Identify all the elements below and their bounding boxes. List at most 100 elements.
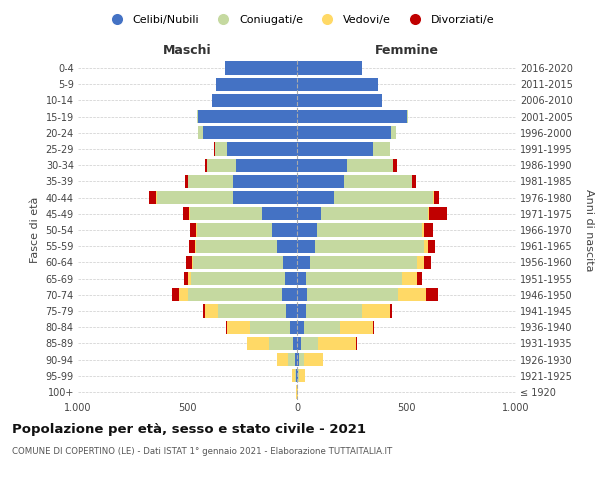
Bar [299, 353, 304, 366]
Bar [183, 207, 188, 220]
Bar [297, 353, 299, 366]
Bar [149, 191, 156, 204]
Bar [297, 142, 373, 156]
Bar [356, 336, 357, 350]
Bar [391, 126, 395, 140]
Bar [296, 369, 297, 382]
Bar [297, 336, 301, 350]
Text: Popolazione per età, sesso e stato civile - 2021: Popolazione per età, sesso e stato civil… [12, 422, 366, 436]
Bar [297, 288, 307, 302]
Bar [214, 142, 215, 156]
Bar [156, 191, 157, 204]
Bar [269, 336, 293, 350]
Bar [307, 288, 398, 302]
Bar [227, 142, 297, 156]
Bar [191, 272, 285, 285]
Bar [157, 191, 233, 204]
Bar [188, 240, 195, 253]
Bar [205, 158, 207, 172]
Bar [290, 320, 297, 334]
Bar [297, 320, 304, 334]
Bar [373, 142, 390, 156]
Bar [218, 304, 286, 318]
Bar [310, 256, 418, 269]
Bar [402, 272, 418, 285]
Bar [185, 175, 188, 188]
Bar [179, 288, 188, 302]
Bar [195, 240, 196, 253]
Bar [297, 240, 314, 253]
Bar [394, 158, 397, 172]
Bar [434, 191, 439, 204]
Bar [306, 304, 362, 318]
Bar [226, 320, 227, 334]
Bar [190, 207, 262, 220]
Bar [297, 175, 344, 188]
Bar [422, 224, 424, 236]
Bar [215, 142, 227, 156]
Bar [203, 126, 297, 140]
Bar [297, 62, 362, 74]
Bar [196, 240, 277, 253]
Bar [172, 288, 179, 302]
Bar [188, 288, 281, 302]
Bar [298, 369, 299, 382]
Y-axis label: Fasce di età: Fasce di età [30, 197, 40, 263]
Bar [424, 224, 433, 236]
Bar [250, 320, 290, 334]
Bar [277, 240, 297, 253]
Bar [424, 256, 431, 269]
Bar [216, 78, 297, 91]
Bar [199, 110, 297, 124]
Bar [295, 369, 296, 382]
Bar [205, 304, 218, 318]
Bar [272, 224, 297, 236]
Bar [344, 175, 412, 188]
Bar [285, 272, 297, 285]
Bar [297, 256, 310, 269]
Bar [187, 256, 192, 269]
Bar [426, 288, 438, 302]
Bar [428, 207, 430, 220]
Bar [212, 94, 297, 107]
Bar [281, 288, 297, 302]
Bar [412, 175, 416, 188]
Bar [193, 256, 283, 269]
Bar [207, 158, 236, 172]
Bar [318, 336, 356, 350]
Bar [236, 158, 297, 172]
Bar [297, 78, 378, 91]
Bar [262, 207, 297, 220]
Text: COMUNE DI COPERTINO (LE) - Dati ISTAT 1° gennaio 2021 - Elaborazione TUTTAITALIA: COMUNE DI COPERTINO (LE) - Dati ISTAT 1°… [12, 448, 392, 456]
Bar [190, 224, 196, 236]
Bar [314, 240, 424, 253]
Bar [390, 304, 392, 318]
Bar [362, 304, 390, 318]
Bar [347, 158, 394, 172]
Bar [433, 191, 434, 204]
Bar [283, 256, 297, 269]
Bar [247, 336, 269, 350]
Bar [304, 353, 323, 366]
Bar [430, 207, 447, 220]
Bar [192, 256, 193, 269]
Bar [418, 272, 422, 285]
Bar [203, 304, 205, 318]
Bar [277, 353, 288, 366]
Bar [306, 272, 402, 285]
Bar [297, 207, 321, 220]
Bar [297, 158, 347, 172]
Bar [292, 369, 295, 382]
Bar [340, 320, 373, 334]
Bar [297, 272, 306, 285]
Bar [304, 320, 340, 334]
Bar [299, 369, 305, 382]
Bar [297, 369, 298, 382]
Bar [233, 175, 297, 188]
Bar [286, 304, 297, 318]
Bar [288, 353, 295, 366]
Bar [188, 175, 233, 188]
Bar [297, 94, 382, 107]
Bar [225, 62, 297, 74]
Legend: Celibi/Nubili, Coniugati/e, Vedovi/e, Divorziati/e: Celibi/Nubili, Coniugati/e, Vedovi/e, Di… [101, 10, 499, 29]
